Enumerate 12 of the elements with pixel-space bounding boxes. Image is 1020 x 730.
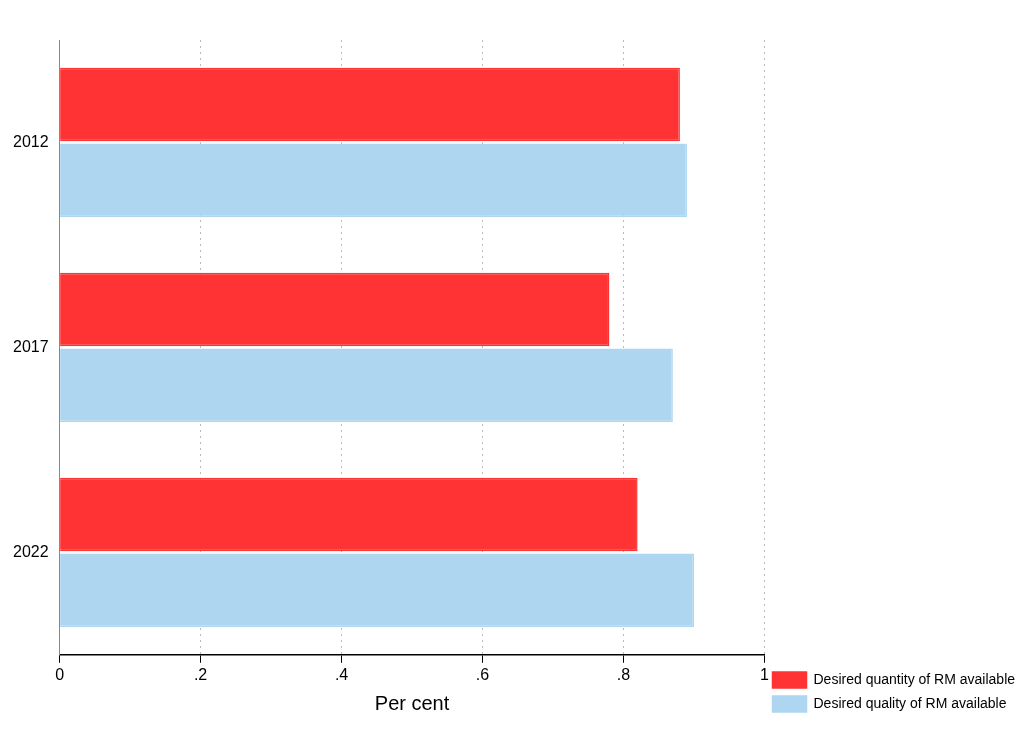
x-tick-label: 0 — [55, 665, 65, 683]
x-tick-label: 1 — [760, 665, 770, 683]
x-tick-label: .8 — [616, 665, 631, 683]
y-tick-label: 2022 — [13, 542, 49, 560]
legend-label: Desired quantity of RM available — [813, 670, 1016, 687]
x-tick-label: .2 — [193, 665, 208, 683]
x-tick-label: .6 — [475, 665, 490, 683]
y-tick-label: 2017 — [13, 337, 49, 355]
y-tick-label: 2012 — [13, 132, 49, 150]
legend-label: Desired quality of RM available — [813, 694, 1007, 711]
x-tick-label: .4 — [334, 665, 349, 683]
x-axis-title: Per cent — [374, 691, 450, 714]
